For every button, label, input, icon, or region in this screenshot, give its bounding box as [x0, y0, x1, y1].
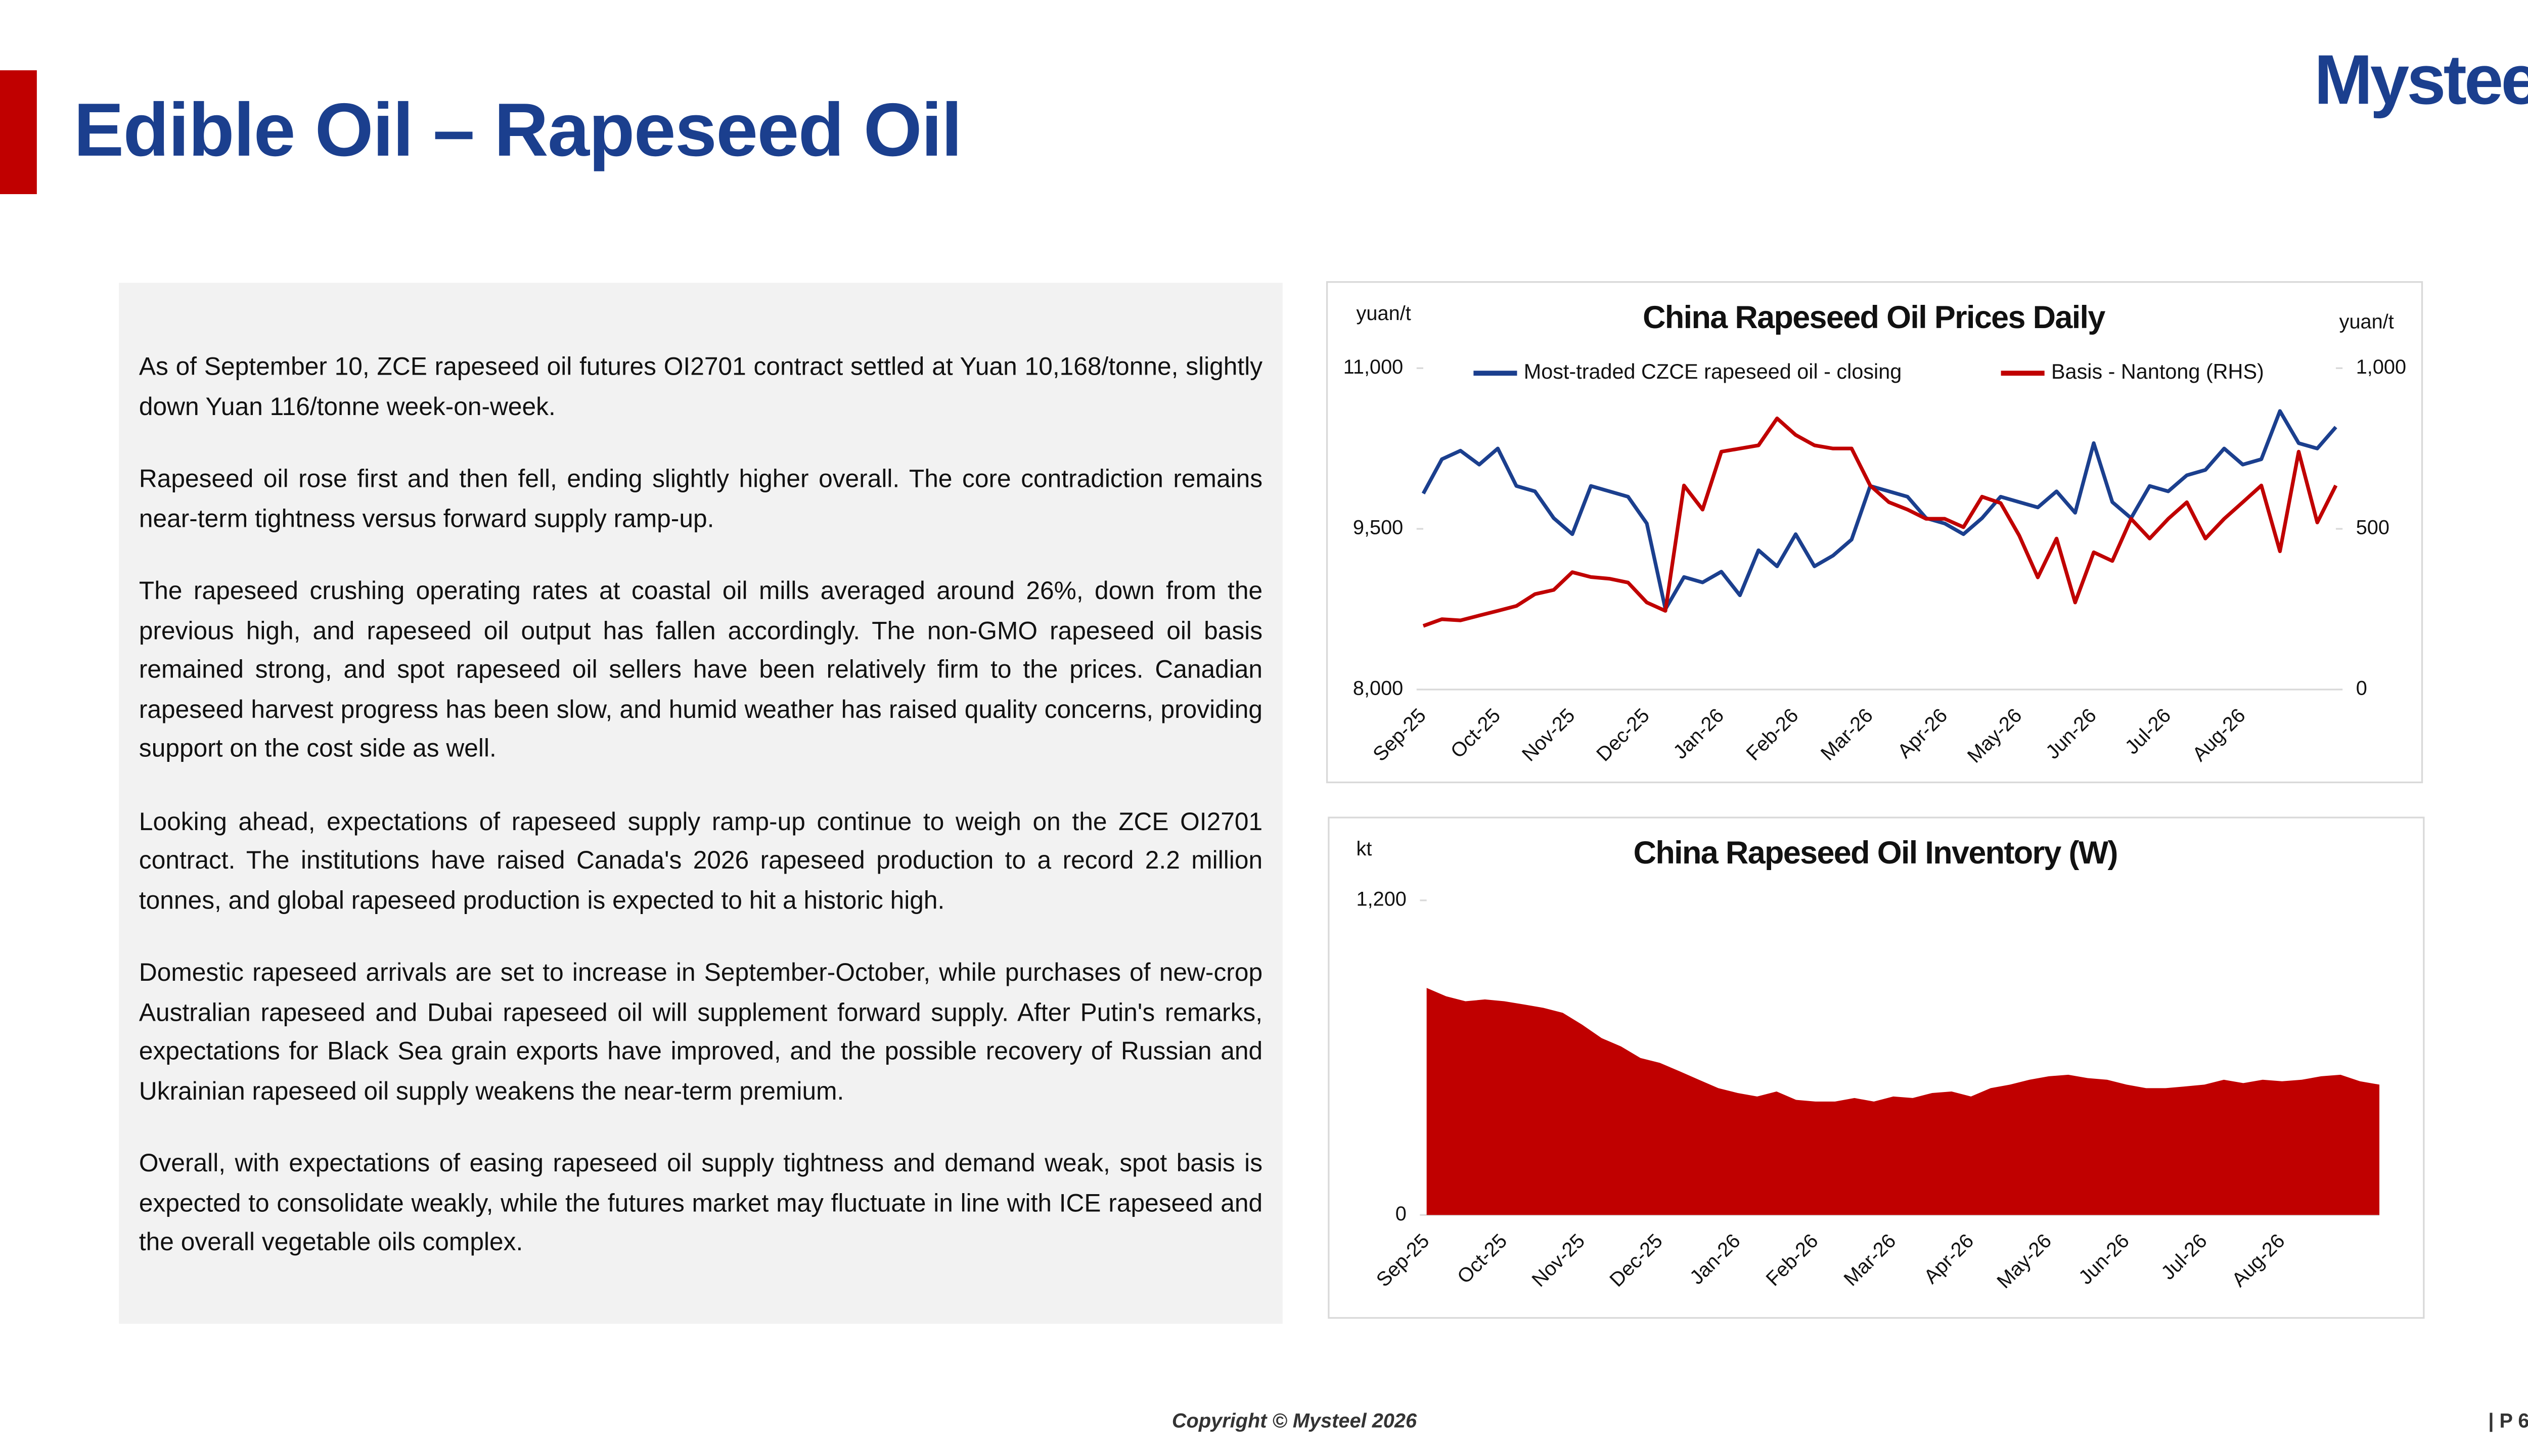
y2-tick-label: 500 — [2356, 517, 2389, 539]
paragraph: Rapeseed oil rose first and then fell, e… — [139, 465, 1263, 533]
axis-unit: kt — [1357, 838, 1372, 860]
x-tick-label: Dec-25 — [1605, 1230, 1667, 1291]
y-tick-label: 9,500 — [1353, 517, 1403, 539]
x-tick-label: Apr-26 — [1920, 1230, 1978, 1288]
x-tick-label: Jan-26 — [1669, 704, 1728, 763]
y-tick-label: 8,000 — [1353, 677, 1403, 699]
y-tick-label: 11,000 — [1343, 356, 1404, 378]
y2-tick-label: 0 — [2356, 677, 2367, 699]
x-tick-label: Sep-25 — [1369, 704, 1430, 766]
x-tick-label: Aug-26 — [2228, 1230, 2289, 1291]
x-tick-label: Mar-26 — [1839, 1230, 1900, 1290]
series-line — [1422, 416, 2338, 628]
series-line — [1421, 409, 2337, 611]
chart-title: China Rapeseed Oil Inventory (W) — [1634, 835, 2117, 871]
paragraph: The rapeseed crushing operating rates at… — [139, 577, 1263, 763]
x-tick-label: Nov-25 — [1527, 1230, 1589, 1291]
x-tick-label: May-26 — [1993, 1230, 2056, 1293]
x-tick-label: Oct-25 — [1447, 704, 1505, 762]
x-tick-label: Jul-26 — [2121, 704, 2176, 759]
x-tick-label: Apr-26 — [1893, 704, 1952, 762]
slide-title: Edible Oil – Rapeseed Oil — [73, 87, 963, 172]
paragraph: As of September 10, ZCE rapeseed oil fut… — [139, 353, 1263, 421]
chart-frame — [1326, 281, 2423, 784]
y2-tick-label: 1,000 — [2356, 356, 2406, 378]
x-tick-label: Aug-26 — [2188, 704, 2250, 766]
area — [1426, 988, 2380, 1215]
text-panel: As of September 10, ZCE rapeseed oil fut… — [119, 283, 1283, 1324]
chart-title: China Rapeseed Oil Prices Daily — [1643, 300, 2105, 335]
logo: Mysteel — [2314, 40, 2528, 119]
x-tick-label: Oct-25 — [1453, 1230, 1511, 1288]
x-tick-label: Feb-26 — [1762, 1230, 1822, 1290]
axis-unit: yuan/t — [1357, 302, 1411, 325]
x-tick-label: Jan-26 — [1686, 1230, 1745, 1289]
x-tick-label: Jul-26 — [2157, 1230, 2211, 1284]
x-tick-label: Nov-25 — [1518, 704, 1579, 766]
y-tick-label: 0 — [1395, 1203, 1407, 1225]
page-number: | P 6 — [2488, 1409, 2528, 1433]
paragraph: Overall, with expectations of easing rap… — [139, 1150, 1263, 1257]
y-tick-label: 1,200 — [1356, 888, 1406, 910]
legend-label: Basis - Nantong (RHS) — [2051, 360, 2264, 383]
copyright: Copyright © Mysteel 2026 — [1171, 1409, 1417, 1433]
paragraph: Domestic rapeseed arrivals are set to in… — [139, 959, 1263, 1106]
x-tick-label: Feb-26 — [1742, 704, 1802, 765]
accent-bar — [0, 70, 37, 194]
x-tick-label: Sep-25 — [1372, 1230, 1434, 1291]
x-tick-label: Mar-26 — [1817, 704, 1877, 765]
x-tick-label: Jun-26 — [2042, 704, 2101, 763]
x-tick-label: Jun-26 — [2074, 1230, 2134, 1289]
legend-label: Most-traded CZCE rapeseed oil - closing — [1524, 360, 1902, 383]
x-tick-label: Dec-25 — [1592, 704, 1654, 766]
axis-unit: yuan/t — [2339, 310, 2394, 333]
paragraph: Looking ahead, expectations of rapeseed … — [139, 807, 1263, 915]
x-tick-label: May-26 — [1963, 704, 2026, 767]
